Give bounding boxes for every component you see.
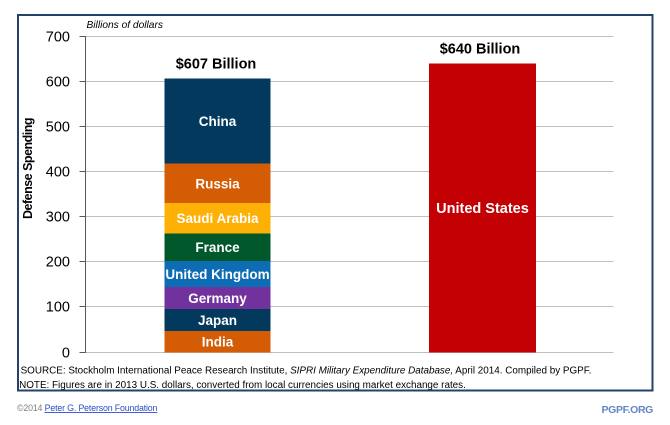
svg-text:700: 700 [46,30,70,46]
svg-text:200: 200 [46,255,70,271]
svg-text:©2014 Peter G. Peterson Founda: ©2014 Peter G. Peterson Foundation [17,403,158,413]
svg-text:United States: United States [436,201,529,217]
svg-text:United Kingdom: United Kingdom [165,267,269,282]
svg-text:PGPF.ORG: PGPF.ORG [602,404,654,416]
svg-text:SOURCE: Stockholm Internationa: SOURCE: Stockholm International Peace Re… [21,366,592,377]
svg-text:$640 Billion: $640 Billion [440,42,521,58]
svg-text:Japan: Japan [198,313,237,328]
svg-text:300: 300 [46,210,70,226]
svg-text:Russia: Russia [195,176,240,191]
svg-text:India: India [202,335,234,350]
svg-text:400: 400 [46,165,70,181]
svg-text:NOTE: Figures are in 2013 U.S.: NOTE: Figures are in 2013 U.S. dollars, … [19,380,466,391]
svg-text:Billions of dollars: Billions of dollars [87,20,163,31]
svg-text:Defense Spending: Defense Spending [21,118,35,219]
svg-text:Germany: Germany [188,291,247,306]
svg-text:France: France [195,240,240,255]
svg-text:100: 100 [46,300,70,316]
svg-text:China: China [199,114,237,129]
svg-text:500: 500 [46,120,70,136]
svg-text:$607 Billion: $607 Billion [176,57,257,73]
svg-text:0: 0 [62,346,70,362]
svg-text:Saudi Arabia: Saudi Arabia [176,211,259,226]
svg-text:600: 600 [46,75,70,91]
